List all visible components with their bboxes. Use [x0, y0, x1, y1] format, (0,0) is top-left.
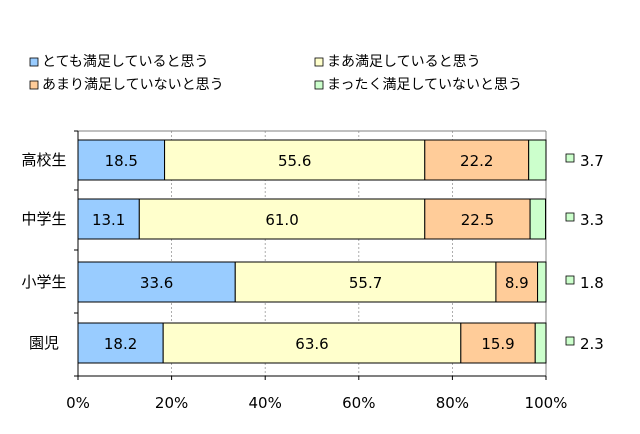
legend-swatch: [29, 80, 39, 90]
bar-value-label: 22.5: [461, 211, 494, 229]
bar-value-label: 22.2: [460, 152, 493, 170]
bar-segment: [529, 198, 547, 240]
category-label: 小学生: [21, 273, 66, 291]
bar-segment: [77, 261, 236, 303]
bar-value-label: 63.6: [295, 335, 328, 353]
bar-segment: [460, 322, 536, 364]
bar-segment: [424, 139, 530, 181]
outside-swatch: [565, 275, 575, 285]
bar-segment: [162, 322, 462, 364]
legend-swatch: [314, 57, 324, 67]
x-tick-label: 100%: [525, 394, 568, 412]
x-tick-label: 20%: [155, 394, 188, 412]
outside-swatch: [565, 212, 575, 222]
bar-segment: [424, 198, 531, 240]
bar-value-label: 61.0: [265, 211, 298, 229]
bar-value-label: 18.5: [105, 152, 138, 170]
category-label: 中学生: [21, 210, 66, 228]
bar-value-label: 55.6: [278, 152, 311, 170]
bar-value-label: 18.2: [104, 335, 137, 353]
legend-label: あまり満足していないと思う: [42, 77, 224, 93]
bar-segment: [77, 139, 166, 181]
legend-swatch: [314, 80, 324, 90]
bar-value-label: 15.9: [481, 335, 514, 353]
outside-swatch: [565, 336, 575, 346]
outside-value-label: 3.7: [580, 152, 604, 170]
bar-value-label: 8.9: [505, 274, 529, 292]
legend-label: まったく満足していないと思う: [327, 77, 522, 93]
bar-segment: [534, 322, 547, 364]
bar-segment: [234, 261, 497, 303]
outside-value-label: 1.8: [580, 274, 604, 292]
legend-label: とても満足していると思う: [42, 54, 208, 70]
x-tick-label: 0%: [66, 394, 90, 412]
bars: 18.5 55.6 22.2 3.7 高校生 13.1 61.0 22.5 3.3 中学生 33.6…: [21, 139, 604, 364]
category-label: 園児: [29, 334, 59, 352]
outside-value-label: 2.3: [580, 335, 604, 353]
outside-value-label: 3.3: [580, 211, 604, 229]
bar-value-label: 55.7: [349, 274, 382, 292]
bar-segment: [138, 198, 426, 240]
bar-value-label: 13.1: [92, 211, 125, 229]
x-tick-label: 60%: [342, 394, 375, 412]
bar-segment: [495, 261, 539, 303]
x-tick-label: 80%: [436, 394, 469, 412]
bar-segment: [537, 261, 547, 303]
x-tick-label: 40%: [249, 394, 282, 412]
bar-segment: [77, 198, 140, 240]
category-label: 高校生: [21, 151, 66, 169]
axes: 0% 20% 40% 60% 80% 100%: [66, 130, 568, 412]
outside-swatch: [565, 153, 575, 163]
bar-segment: [528, 139, 547, 181]
bar-value-label: 33.6: [140, 274, 173, 292]
legend-label: まあ満足していると思う: [327, 54, 481, 70]
legend-swatch: [29, 57, 39, 67]
